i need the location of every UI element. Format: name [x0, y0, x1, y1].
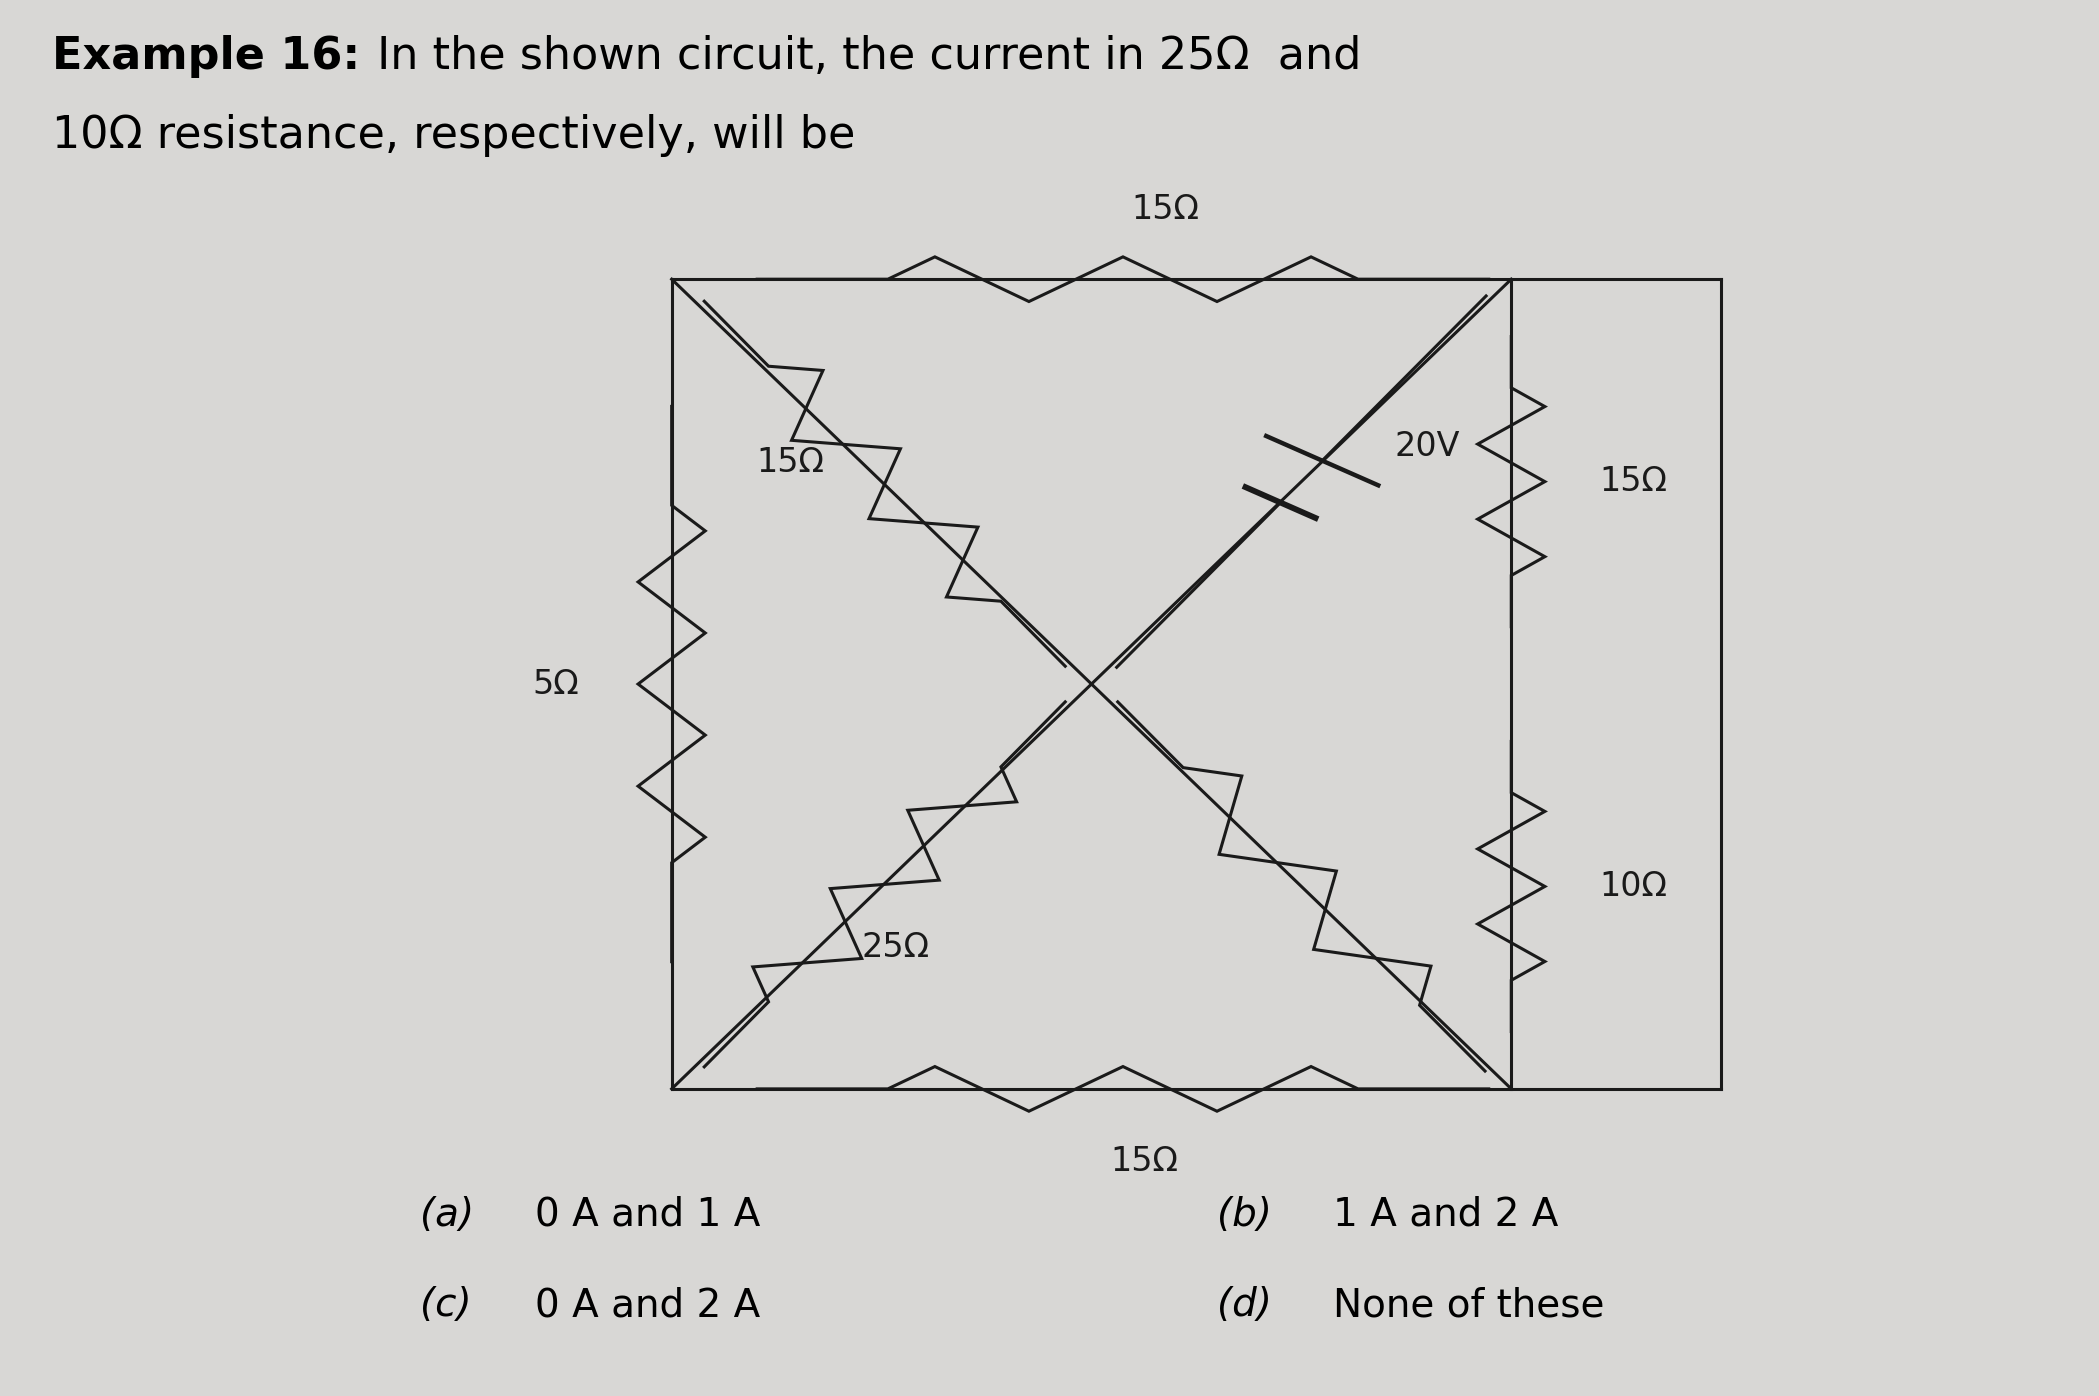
Text: In the shown circuit, the current in 25Ω  and: In the shown circuit, the current in 25Ω… — [363, 35, 1362, 78]
Text: 10Ω resistance, respectively, will be: 10Ω resistance, respectively, will be — [52, 114, 856, 158]
Text: (d): (d) — [1217, 1286, 1272, 1325]
Text: 15Ω: 15Ω — [1599, 465, 1667, 498]
Text: 15Ω: 15Ω — [1110, 1145, 1178, 1178]
Text: 5Ω: 5Ω — [533, 667, 579, 701]
Text: 1 A and 2 A: 1 A and 2 A — [1333, 1195, 1557, 1234]
Text: (b): (b) — [1217, 1195, 1272, 1234]
Text: Example 16:: Example 16: — [52, 35, 361, 78]
Text: None of these: None of these — [1333, 1286, 1604, 1325]
Text: 0 A and 1 A: 0 A and 1 A — [535, 1195, 760, 1234]
Text: 15Ω: 15Ω — [1131, 193, 1199, 226]
Text: 25Ω: 25Ω — [861, 931, 930, 963]
Text: (a): (a) — [420, 1195, 474, 1234]
Text: 20V: 20V — [1394, 430, 1461, 463]
Text: 0 A and 2 A: 0 A and 2 A — [535, 1286, 760, 1325]
Text: 15Ω: 15Ω — [756, 447, 825, 479]
Text: (c): (c) — [420, 1286, 472, 1325]
Text: 10Ω: 10Ω — [1599, 870, 1667, 903]
